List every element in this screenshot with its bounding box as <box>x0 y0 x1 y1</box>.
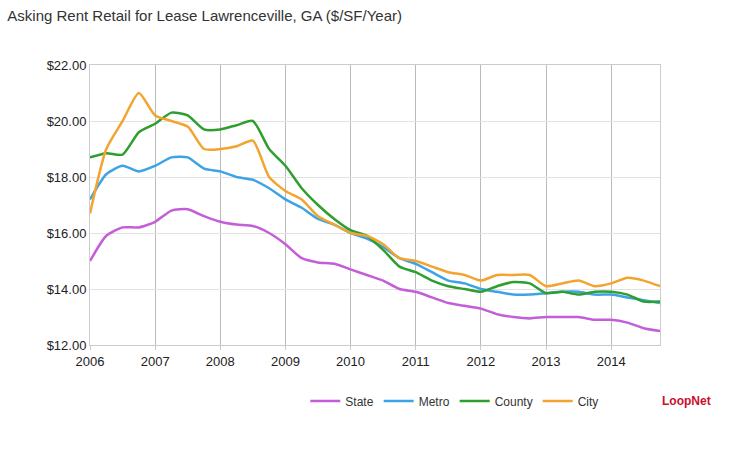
svg-text:$14.00: $14.00 <box>47 282 87 297</box>
svg-text:2009: 2009 <box>271 354 300 369</box>
svg-text:$20.00: $20.00 <box>47 114 87 129</box>
svg-text:Asking Rent Retail for Lease L: Asking Rent Retail for Lease Lawrencevil… <box>7 7 402 24</box>
svg-text:2011: 2011 <box>402 354 430 369</box>
svg-text:LoopNet: LoopNet <box>662 394 711 408</box>
svg-text:County: County <box>495 395 533 409</box>
svg-text:2014: 2014 <box>597 354 626 369</box>
svg-text:2008: 2008 <box>206 354 235 369</box>
svg-text:2012: 2012 <box>466 354 495 369</box>
svg-text:City: City <box>578 395 599 409</box>
svg-text:$18.00: $18.00 <box>47 170 87 185</box>
svg-text:2013: 2013 <box>532 354 561 369</box>
svg-text:Metro: Metro <box>419 395 450 409</box>
svg-text:State: State <box>345 395 373 409</box>
svg-text:2007: 2007 <box>141 354 170 369</box>
svg-text:$22.00: $22.00 <box>47 58 87 73</box>
svg-text:$16.00: $16.00 <box>47 226 87 241</box>
svg-text:$12.00: $12.00 <box>47 338 87 353</box>
svg-text:2010: 2010 <box>336 354 365 369</box>
svg-text:2006: 2006 <box>76 354 105 369</box>
